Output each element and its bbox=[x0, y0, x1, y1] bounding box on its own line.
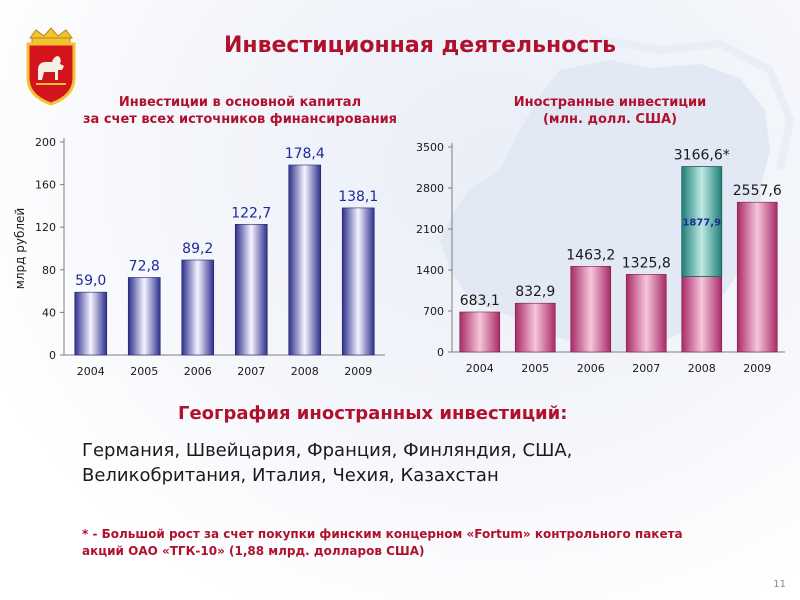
chart1-value-label: 178,4 bbox=[285, 146, 325, 162]
chart2-value-label: 3166,6* bbox=[674, 148, 730, 164]
chart1-bar bbox=[288, 164, 322, 356]
chart2-bar-segment-fortum bbox=[681, 166, 723, 277]
chart1-title-block: Инвестиции в основной капитал за счет вс… bbox=[60, 94, 420, 128]
chart1-bar bbox=[74, 291, 108, 356]
chart1-value-label: 72,8 bbox=[129, 258, 160, 274]
chart2-x-tick-label: 2005 bbox=[521, 362, 549, 375]
chart2-bar bbox=[681, 276, 723, 353]
chart2-title-block: Иностранные инвестиции (млн. долл. США) bbox=[480, 94, 740, 128]
chart1-y-tick-label: 40 bbox=[42, 306, 56, 319]
chart2-value-label: 683,1 bbox=[460, 293, 500, 309]
footnote: * - Большой рост за счет покупки финским… bbox=[82, 527, 683, 558]
chart2-bar bbox=[625, 274, 667, 353]
chart2-subtitle: (млн. долл. США) bbox=[542, 112, 678, 127]
chart1-bar bbox=[127, 277, 161, 356]
chart2-y-tick-label: 2800 bbox=[416, 182, 444, 195]
chart1-bar bbox=[234, 224, 268, 356]
geography-title: География иностранных инвестиций: bbox=[178, 403, 568, 424]
chart2-x-tick-label: 2007 bbox=[632, 362, 660, 375]
chart1-x-tick-label: 2009 bbox=[344, 365, 372, 378]
chart2-y-tick-label: 1400 bbox=[416, 264, 444, 277]
chart2-bar bbox=[570, 265, 612, 353]
page-title: Инвестиционная деятельность bbox=[223, 33, 617, 58]
chart2-value-label: 832,9 bbox=[515, 284, 555, 300]
chart1-y-tick-label: 200 bbox=[35, 136, 56, 149]
chart1-x-tick-label: 2005 bbox=[130, 365, 158, 378]
chart2-value-label: 1463,2 bbox=[566, 247, 615, 263]
chart1-y-tick-label: 0 bbox=[49, 349, 56, 362]
chart1-value-label: 59,0 bbox=[75, 273, 106, 289]
chart1-value-label: 122,7 bbox=[231, 205, 271, 221]
chart2-value-label: 2557,6 bbox=[733, 183, 782, 199]
chart2-x-tick-label: 2004 bbox=[466, 362, 494, 375]
chart1-value-label: 138,1 bbox=[338, 189, 378, 205]
chart2-y-tick-label: 3500 bbox=[416, 141, 444, 154]
chart1-x-tick-label: 2008 bbox=[291, 365, 319, 378]
chart1-bar bbox=[341, 207, 375, 356]
chart2-value-label: 1325,8 bbox=[622, 255, 671, 271]
chart2-segment-label: 1877,9 bbox=[682, 218, 721, 229]
chart1-subtitle: за счет всех источников финансирования bbox=[82, 112, 398, 127]
chart1-x-tick-label: 2004 bbox=[77, 365, 105, 378]
chart2-title: Иностранные инвестиции bbox=[513, 95, 707, 110]
chart1-x-tick-label: 2006 bbox=[184, 365, 212, 378]
chart2-bar bbox=[736, 201, 778, 353]
chart1-bar bbox=[181, 259, 215, 356]
coat-of-arms-emblem bbox=[26, 27, 76, 106]
chart2-x-tick-label: 2006 bbox=[577, 362, 605, 375]
chart2-y-tick-label: 0 bbox=[437, 346, 444, 359]
chart1-y-tick-label: 80 bbox=[42, 264, 56, 277]
chart2-bar bbox=[514, 302, 556, 353]
chart1-y-tick-label: 160 bbox=[35, 179, 56, 192]
chart1-title: Инвестиции в основной капитал bbox=[118, 95, 362, 110]
chart1-y-tick-label: 120 bbox=[35, 221, 56, 234]
chart2-x-tick-label: 2009 bbox=[743, 362, 771, 375]
chart1-value-label: 89,2 bbox=[182, 241, 213, 257]
chart1-y-axis-label: млрд рублей bbox=[13, 208, 27, 289]
page-number: 11 bbox=[773, 579, 786, 590]
chart2-x-tick-label: 2008 bbox=[688, 362, 716, 375]
chart2-y-tick-label: 2100 bbox=[416, 223, 444, 236]
chart1-x-tick-label: 2007 bbox=[237, 365, 265, 378]
chart2-y-tick-label: 700 bbox=[423, 305, 444, 318]
chart2-bar bbox=[459, 311, 501, 353]
geography-countries: Германия, Швейцария, Франция, Финляндия,… bbox=[82, 440, 573, 486]
